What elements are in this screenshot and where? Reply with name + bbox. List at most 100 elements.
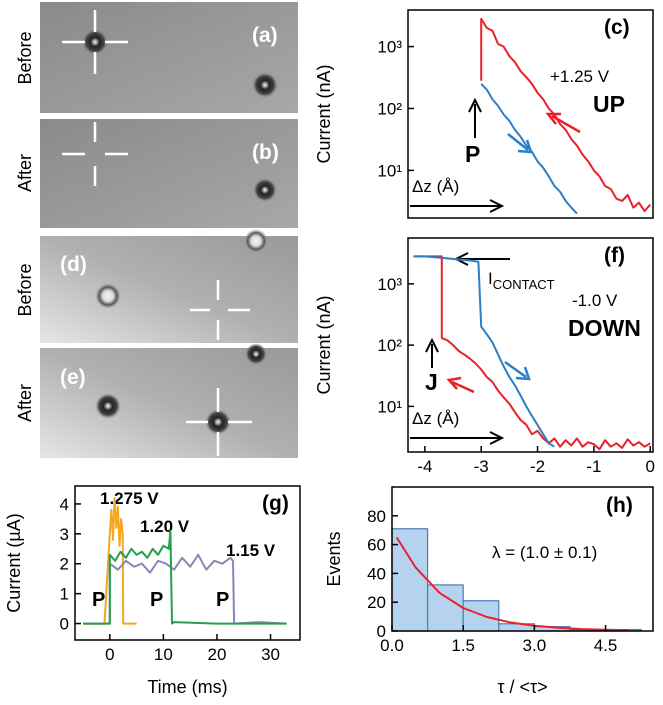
stm-image bbox=[40, 348, 298, 458]
side-label: Before bbox=[15, 31, 35, 84]
contact-sub: CONTACT bbox=[493, 277, 555, 292]
data-line bbox=[413, 255, 651, 451]
p-label: P bbox=[150, 589, 163, 611]
voltage-label: +1.25 V bbox=[550, 67, 610, 86]
data-line bbox=[413, 255, 555, 448]
data-line bbox=[83, 553, 287, 625]
x-tick-label: -3 bbox=[474, 457, 489, 476]
x-axis-label: τ / <τ> bbox=[497, 677, 547, 697]
y-tick-label: 3 bbox=[60, 525, 69, 544]
series-label: 1.275 V bbox=[100, 489, 159, 508]
y-tick-label: 80 bbox=[367, 507, 386, 526]
bar bbox=[462, 600, 500, 632]
stm-image bbox=[40, 236, 298, 343]
image-panels: (a) (b) (d) (e) Before After Before Afte… bbox=[15, 2, 298, 458]
y-tick-label: 10³ bbox=[377, 38, 402, 57]
point-label: J bbox=[425, 369, 438, 395]
fit-line bbox=[395, 536, 630, 632]
arrow bbox=[410, 431, 505, 445]
series-label: 1.15 V bbox=[226, 541, 276, 560]
y-tick-label: 1 bbox=[60, 585, 69, 604]
molecule bbox=[82, 29, 108, 55]
dz-label: Δz (Å) bbox=[412, 409, 459, 428]
x-tick-label: -2 bbox=[530, 457, 545, 476]
x-tick-label: -1 bbox=[586, 457, 601, 476]
x-tick-label: 3.0 bbox=[523, 636, 547, 655]
molecule bbox=[95, 283, 121, 309]
p-label: P bbox=[92, 589, 105, 611]
panel-label: (e) bbox=[60, 366, 86, 389]
molecule bbox=[205, 409, 231, 435]
crosshair bbox=[190, 280, 250, 340]
data-line bbox=[480, 83, 578, 215]
y-tick-label: 4 bbox=[60, 495, 69, 514]
bar bbox=[426, 584, 464, 632]
panel-label: (b) bbox=[252, 141, 279, 164]
data-line bbox=[83, 497, 137, 625]
y-tick-label: 2 bbox=[60, 555, 69, 574]
molecule bbox=[95, 393, 121, 419]
y-tick-label: 10¹ bbox=[377, 161, 402, 180]
y-axis-label: Current (nA) bbox=[314, 64, 334, 163]
y-tick-label: 0 bbox=[377, 622, 386, 641]
panel-label: (f) bbox=[604, 244, 625, 267]
data-line bbox=[480, 17, 651, 213]
y-axis-label: Current (µA) bbox=[4, 513, 24, 612]
voltage-label: -1.0 V bbox=[572, 291, 618, 310]
x-tick-label: 20 bbox=[208, 645, 227, 664]
molecule bbox=[253, 178, 277, 202]
molecule bbox=[252, 72, 278, 98]
panel-label: (a) bbox=[252, 24, 278, 47]
crosshair bbox=[62, 10, 128, 74]
y-tick-label: 10² bbox=[377, 99, 402, 118]
side-label: After bbox=[15, 154, 35, 192]
direction-label: DOWN bbox=[568, 315, 641, 341]
y-tick-label: 10² bbox=[377, 336, 402, 355]
stm-image bbox=[40, 119, 298, 228]
x-tick-label: 4.5 bbox=[594, 636, 618, 655]
side-label: Before bbox=[15, 263, 35, 316]
plot-frame bbox=[407, 9, 654, 219]
panel-label: (d) bbox=[60, 253, 87, 276]
y-tick-label: 20 bbox=[367, 593, 386, 612]
series-label: 1.20 V bbox=[140, 517, 190, 536]
point-label: P bbox=[465, 141, 480, 167]
panel-label: (h) bbox=[606, 494, 633, 517]
y-tick-label: 10³ bbox=[377, 275, 402, 294]
x-tick-label: 0 bbox=[645, 457, 654, 476]
x-tick-label: 0 bbox=[105, 645, 114, 664]
contact-label: ICONTACT bbox=[488, 269, 555, 292]
y-tick-label: 60 bbox=[367, 536, 386, 555]
molecule bbox=[245, 343, 267, 365]
contact-main: I bbox=[488, 269, 493, 288]
stm-image bbox=[40, 2, 298, 113]
y-axis-label: Current (nA) bbox=[314, 295, 334, 394]
arrow bbox=[504, 360, 531, 381]
direction-label: UP bbox=[593, 91, 625, 117]
crosshair bbox=[186, 388, 252, 456]
dz-label: Δz (Å) bbox=[412, 177, 459, 196]
panel-label: (c) bbox=[604, 16, 630, 39]
x-tick-label: 1.5 bbox=[451, 636, 475, 655]
p-label: P bbox=[216, 589, 229, 611]
molecule bbox=[244, 229, 268, 253]
data-line bbox=[83, 529, 287, 625]
y-tick-label: 40 bbox=[367, 564, 386, 583]
side-label: After bbox=[15, 384, 35, 422]
y-axis-label: Events bbox=[324, 531, 344, 586]
panel-label: (g) bbox=[262, 492, 289, 515]
arrow bbox=[446, 376, 475, 394]
plot-frame bbox=[391, 486, 654, 632]
x-tick-label: 30 bbox=[261, 645, 280, 664]
fit-label: λ = (1.0 ± 0.1) bbox=[492, 543, 597, 562]
arrow bbox=[425, 337, 439, 368]
y-tick-label: 0 bbox=[60, 615, 69, 634]
x-tick-label: 10 bbox=[154, 645, 173, 664]
arrow bbox=[410, 199, 505, 213]
arrow bbox=[468, 97, 482, 138]
crosshair bbox=[62, 122, 128, 186]
x-axis-label: Time (ms) bbox=[147, 677, 227, 697]
x-tick-label: -4 bbox=[417, 457, 432, 476]
x-tick-label: 0.0 bbox=[380, 636, 404, 655]
